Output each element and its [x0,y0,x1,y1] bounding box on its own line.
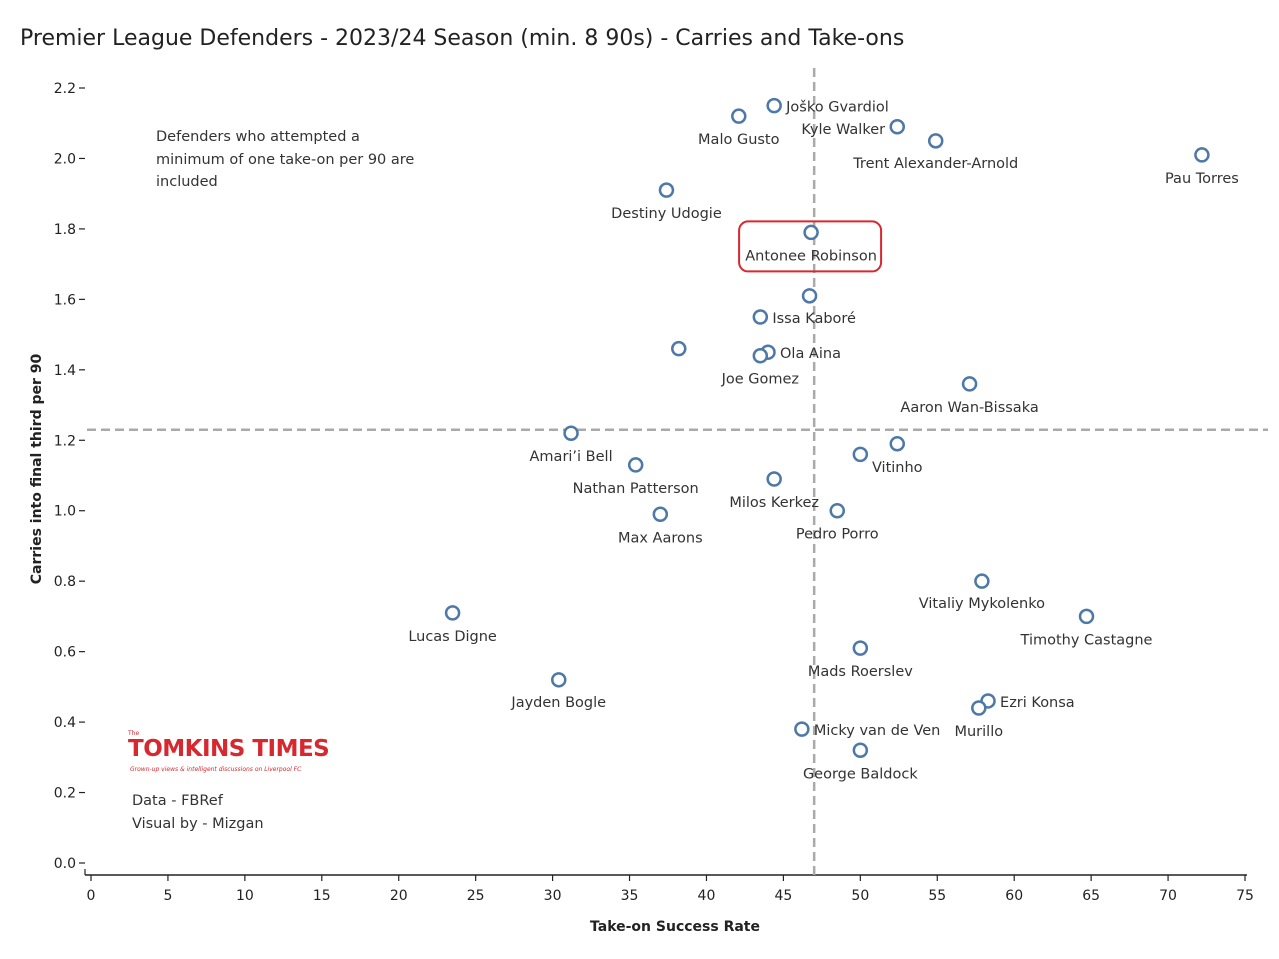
data-point [731,108,747,124]
point-label: Malo Gusto [698,132,780,148]
data-point [852,640,869,656]
tomkins-times-logo: The TOMKINS TIMES Grown-up views & intel… [126,728,330,776]
data-point [752,309,769,325]
point-label: Timothy Castagne [1020,632,1153,648]
point-label: Issa Kaboré [772,311,856,327]
point-label: Mads Roerslev [808,664,913,680]
point-label: Ola Aina [780,346,841,362]
logo-tagline: Grown-up views & intelligent discussions… [130,766,302,773]
credits: Data - FBRef Visual by - Mizgan [132,790,264,836]
y-tick-label: 1.6 [54,292,76,308]
y-tick-label: 0.8 [54,574,76,590]
point-label: George Baldock [803,766,918,782]
y-tick-label: 1.2 [54,433,76,449]
data-point [627,457,644,473]
y-tick-label: 0.4 [54,715,76,731]
y-tick-label: 2.0 [54,151,76,167]
data-point [658,182,675,198]
x-tick-label: 70 [1159,888,1177,904]
data-point [971,700,987,716]
x-tick-label: 15 [313,888,331,904]
point-label: Joe Gomez [721,372,799,388]
data-point [563,425,579,441]
point-label: Max Aarons [618,530,703,546]
point-label: Pedro Porro [796,527,879,543]
data-point [927,133,944,149]
point-label: Vitaliy Mykolenko [919,596,1045,612]
y-tick-label: 1.4 [54,363,76,379]
highlight-rectangle [738,220,883,273]
reference-lines [87,68,1268,875]
x-tick-label: 35 [621,888,639,904]
x-axis-label: Take-on Success Rate [590,919,760,935]
y-tick-label: 0.2 [54,786,76,802]
x-tick-label: 65 [1082,888,1100,904]
point-label: Trent Alexander-Arnold [852,156,1018,172]
point-label: Lucas Digne [408,629,497,645]
point-label: Amari’i Bell [530,449,613,465]
x-tick-label: 40 [698,888,716,904]
x-tick-label: 0 [87,888,96,904]
point-label: Ezri Konsa [1000,695,1075,711]
point-label: Kyle Walker [801,122,885,138]
logo-small-text: The [128,730,140,737]
y-tick-label: 1.0 [54,504,76,520]
data-point [1078,608,1095,625]
highlight-box [738,220,883,273]
data-point [551,672,567,688]
x-tick-label: 45 [774,888,792,904]
page-title: Premier League Defenders - 2023/24 Seaso… [20,26,905,51]
data-point [852,446,869,463]
x-tick-label: 50 [851,888,869,904]
y-tick-label: 1.8 [54,222,76,238]
point-label: Aaron Wan-Bissaka [900,400,1038,416]
x-tick-label: 55 [928,888,946,904]
y-axis-label: Carries into final third per 90 [29,354,45,585]
point-label: Pau Torres [1165,171,1239,187]
point-label: Joško Gvardiol [785,100,889,116]
x-tick-label: 75 [1236,888,1254,904]
x-tick-label: 60 [1005,888,1023,904]
data-points [444,97,1210,759]
point-label: Milos Kerkez [729,495,819,511]
x-tick-label: 25 [467,888,485,904]
x-tick-label: 10 [236,888,254,904]
axes: 0.0 0.2 0.4 0.6 0.8 1.0 1.2 1.4 1.6 1.8 2.0 2.2 0 5 10… [54,81,1254,904]
data-point [803,224,819,241]
visual-credit: Visual by - Mizgan [132,816,264,832]
data-point [1194,147,1210,163]
logo-name: TOMKINS TIMES [128,736,330,762]
data-point [974,573,990,589]
data-point [766,471,782,487]
data-point [829,502,846,519]
point-label: Murillo [954,724,1003,740]
point-label: Jayden Bogle [510,695,606,711]
y-tick-label: 2.2 [54,81,76,97]
data-point [961,376,978,392]
data-point [671,340,687,357]
point-label: Destiny Udogie [611,206,722,222]
data-point [766,97,782,114]
y-tick-label: 0.6 [54,645,76,661]
x-tick-label: 30 [544,888,562,904]
point-labels: Joško Gvardiol Malo Gusto Kyle Walker Trent… [408,100,1239,783]
data-source: Data - FBRef [132,793,223,809]
data-point [444,605,461,621]
point-label: Micky van de Ven [814,723,941,739]
data-point [794,721,810,737]
data-point [652,506,669,522]
point-label: Vitinho [872,460,923,476]
x-tick-label: 20 [390,888,408,904]
point-label: Antonee Robinson [745,248,877,264]
data-point [889,119,906,135]
point-label: Nathan Patterson [573,481,699,497]
data-point [752,347,769,364]
x-tick-label: 5 [163,888,172,904]
data-point [801,288,818,304]
chart-note: Defenders who attempted a minimum of one… [156,129,415,190]
y-tick-label: 0.0 [54,856,76,872]
data-point [889,436,906,452]
data-point [852,742,869,759]
